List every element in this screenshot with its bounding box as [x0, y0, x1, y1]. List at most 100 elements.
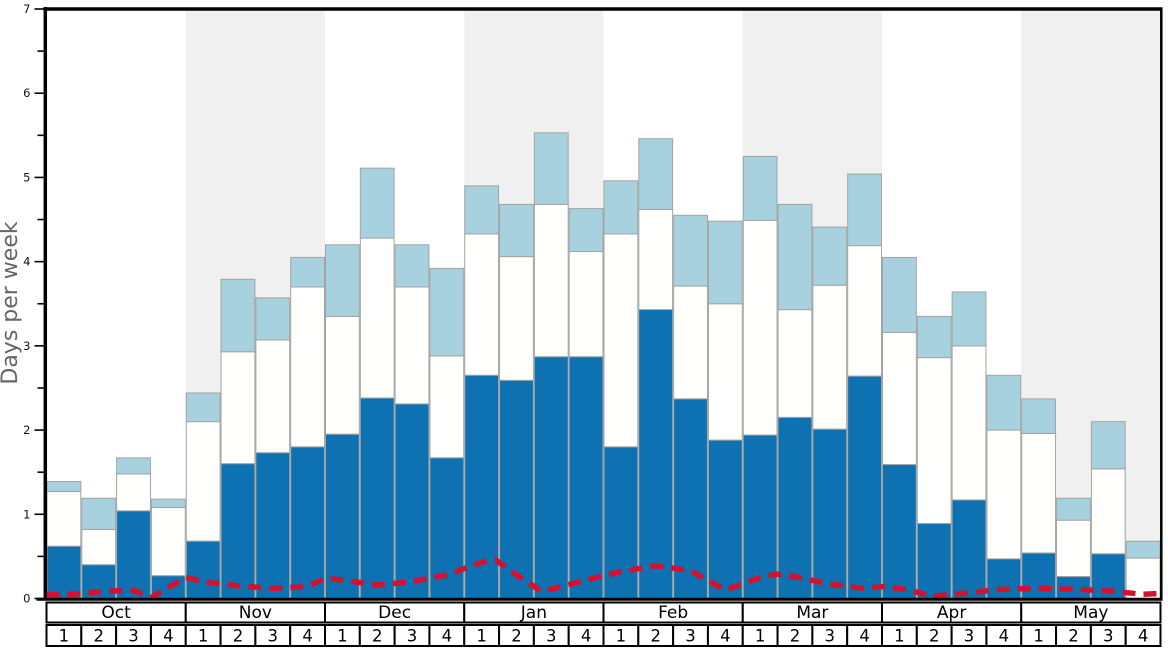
bar-segment-light-blue	[290, 256, 325, 288]
stacked-bar	[638, 138, 674, 599]
stacked-bar	[220, 278, 256, 599]
bar-segment-dark-blue	[46, 545, 82, 600]
stacked-bar	[116, 457, 151, 599]
bar-segment-dark-blue	[707, 439, 743, 600]
week-number-label: 2	[929, 627, 940, 646]
week-cell	[1124, 624, 1162, 647]
bar-segment-white	[499, 256, 534, 381]
bar-segment-white	[777, 309, 813, 418]
week-number-label: 4	[581, 627, 592, 646]
month-label-row: Oct Nov Dec Jan Feb Mar Apr May	[45, 601, 1162, 624]
bar-segment-light-blue	[777, 203, 813, 311]
bar-segment-white	[290, 286, 325, 448]
bar-segment-light-blue	[707, 220, 743, 305]
week-number-label: 1	[476, 627, 487, 646]
bar-segment-white	[1056, 519, 1091, 578]
bar-segment-white	[533, 203, 569, 358]
bar-segment-light-blue	[429, 267, 465, 357]
bar-segment-white	[429, 355, 465, 459]
bar-segment-light-blue	[1021, 398, 1057, 434]
bar-segment-white	[185, 421, 221, 542]
week-number-label: 3	[825, 627, 836, 646]
week-number-label: 2	[372, 627, 383, 646]
bar-segment-light-blue	[185, 392, 221, 423]
stacked-bar	[325, 244, 360, 599]
bar-segment-light-blue	[986, 374, 1022, 431]
bar-segment-dark-blue	[673, 398, 708, 599]
bar-segment-light-blue	[742, 155, 778, 221]
bar-segment-light-blue	[1125, 540, 1161, 559]
week-number-label: 3	[407, 627, 418, 646]
stacked-bar	[394, 244, 430, 599]
stacked-bar	[568, 208, 604, 599]
bar-segment-white	[916, 357, 952, 525]
bar-segment-white	[1090, 468, 1126, 555]
bar-segment-dark-blue	[1021, 552, 1057, 600]
bar-segment-dark-blue	[533, 356, 569, 599]
stacked-bar	[255, 297, 291, 600]
y-tick-label: 5	[23, 170, 30, 184]
bar-segment-white	[707, 303, 743, 441]
bar-segment-white	[255, 339, 291, 454]
bar-segment-light-blue	[951, 291, 987, 347]
bar-segment-dark-blue	[638, 309, 674, 599]
stacked-bar	[359, 167, 395, 599]
bar-segment-dark-blue	[116, 510, 151, 599]
week-number-label: 2	[233, 627, 244, 646]
bar-segment-light-blue	[603, 180, 639, 235]
week-number-label: 3	[1103, 627, 1114, 646]
week-number-label: 1	[59, 627, 70, 646]
bar-segment-dark-blue	[951, 499, 987, 600]
month-label-oct: Oct	[101, 603, 131, 623]
bar-segment-dark-blue	[812, 428, 848, 599]
bar-segment-white	[81, 528, 117, 566]
bar-segment-white	[638, 208, 674, 311]
axis-spines	[36, 7, 1163, 601]
red-dashed-line	[46, 557, 1161, 601]
bar-segment-dark-blue	[290, 446, 325, 599]
bar-segment-dark-blue	[1090, 553, 1126, 600]
bar-segment-white	[1021, 432, 1057, 554]
week-number-label: 2	[93, 627, 104, 646]
stacked-bar	[1125, 540, 1161, 600]
bar-segment-dark-blue	[882, 464, 917, 599]
bar-segment-light-blue	[499, 203, 534, 258]
y-axis-ticks: 0 1 2 3 4 5 6 7	[23, 2, 44, 606]
week-number-label: 3	[964, 627, 975, 646]
bar-segment-white	[568, 251, 604, 358]
stacked-bar	[951, 291, 987, 600]
week-number-label: 1	[1033, 627, 1044, 646]
bar-segment-dark-blue	[568, 356, 604, 599]
bar-segment-light-blue	[916, 315, 952, 359]
week-number-label: 3	[128, 627, 139, 646]
y-tick-label: 4	[23, 255, 30, 269]
bar-segment-white	[325, 315, 360, 435]
bar-segment-dark-blue	[255, 452, 291, 600]
bar-segment-light-blue	[394, 244, 430, 288]
bar-segment-white	[812, 284, 848, 430]
bar-segment-dark-blue	[220, 463, 256, 599]
stacked-bar	[916, 315, 952, 599]
bar-segment-light-blue	[46, 480, 82, 493]
bar-segment-white	[951, 345, 987, 501]
y-tick-label: 1	[23, 507, 30, 521]
week-number-label: 4	[859, 627, 870, 646]
y-tick-label: 0	[23, 592, 30, 606]
stacked-bars	[46, 132, 1161, 600]
stacked-bar	[464, 185, 500, 600]
y-tick-label: 3	[23, 339, 30, 353]
bar-segment-light-blue	[673, 214, 708, 287]
bar-segment-light-blue	[812, 226, 848, 286]
week-number-label: 4	[720, 627, 731, 646]
bar-segment-dark-blue	[359, 397, 395, 599]
stacked-bar	[603, 180, 639, 599]
week-number-label: 4	[999, 627, 1010, 646]
stacked-bar	[1021, 398, 1057, 600]
week-number-label: 1	[894, 627, 905, 646]
stacked-bar	[882, 256, 917, 599]
bar-segment-white	[359, 237, 395, 399]
week-number-label: 2	[1068, 627, 1079, 646]
stacked-bar	[673, 214, 708, 599]
bar-segment-dark-blue	[986, 558, 1022, 600]
